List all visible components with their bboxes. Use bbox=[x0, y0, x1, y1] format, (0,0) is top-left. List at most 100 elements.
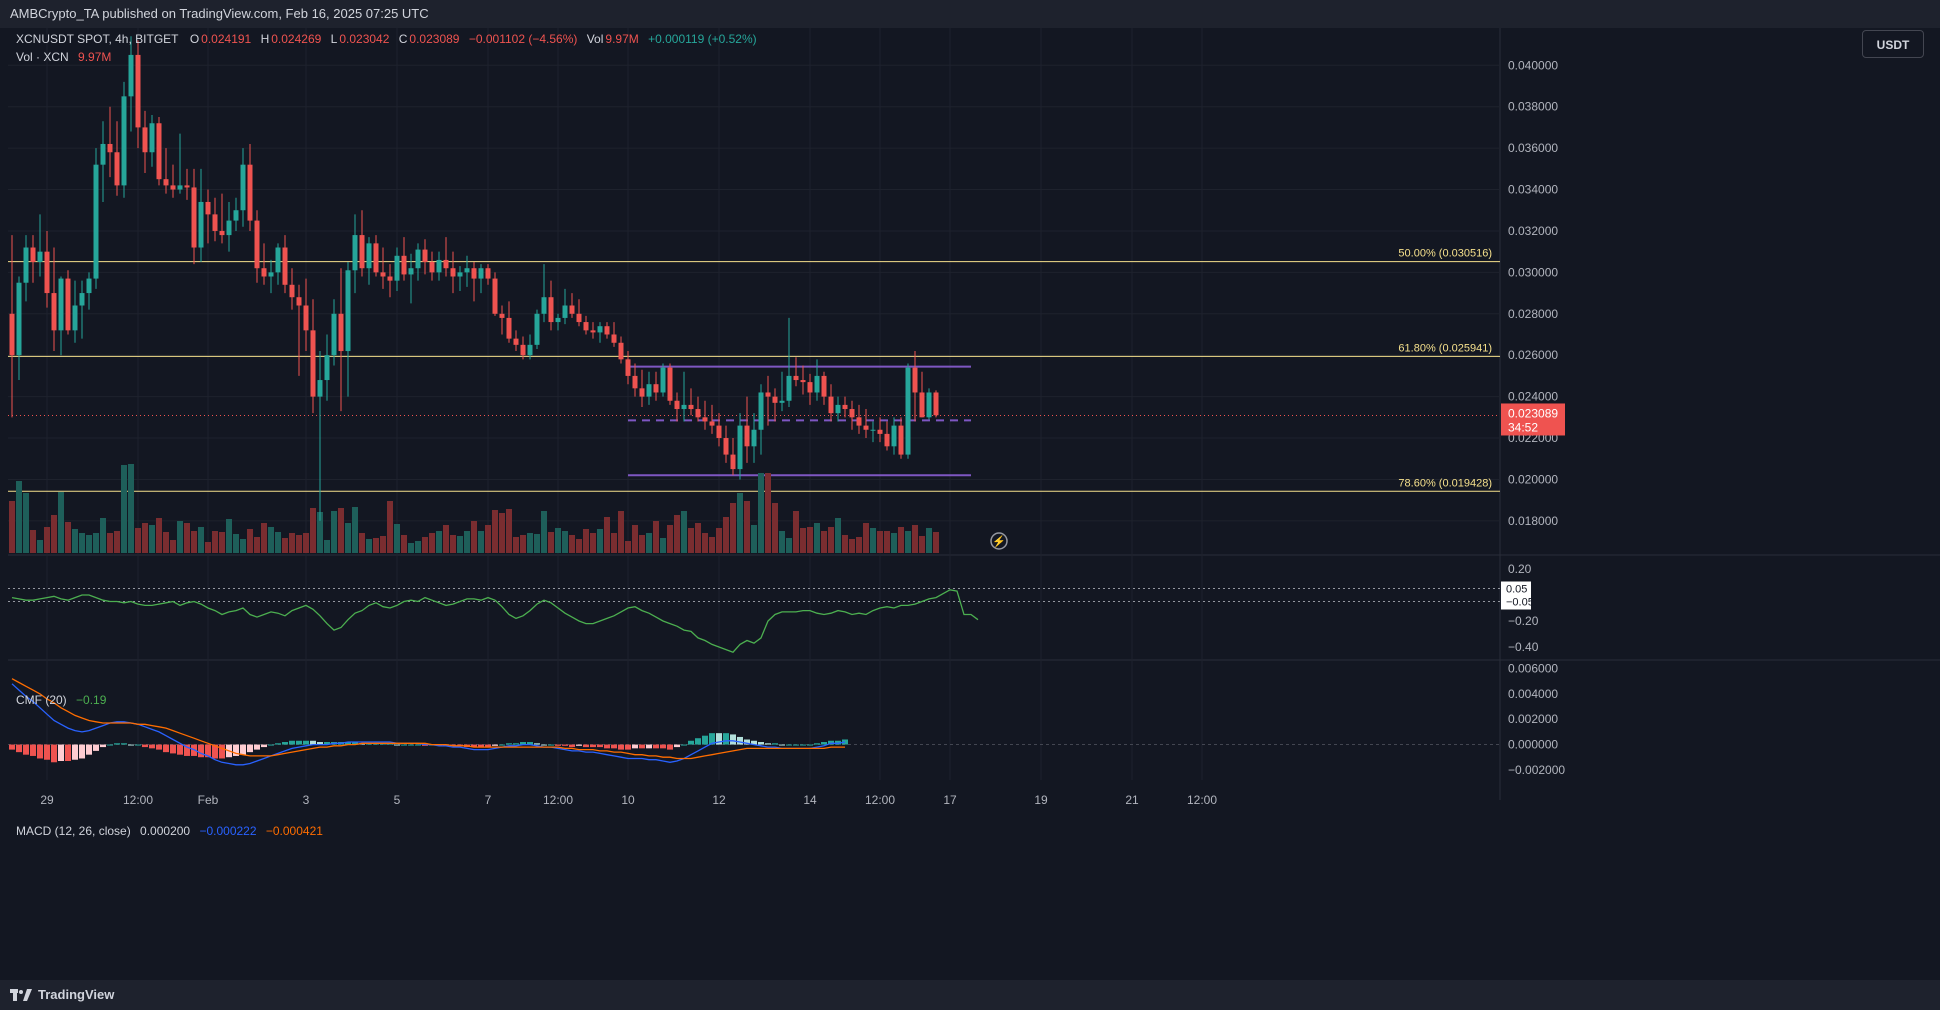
publish-text: AMBCrypto_TA published on TradingView.co… bbox=[10, 6, 429, 21]
range-box bbox=[628, 365, 971, 477]
macd-hist-bar bbox=[275, 743, 281, 745]
volume-bar bbox=[282, 538, 288, 553]
candle-body bbox=[170, 185, 176, 190]
macd-hist-bar bbox=[513, 743, 519, 745]
macd-hist-bar bbox=[590, 744, 596, 748]
macd-pane bbox=[8, 678, 1500, 766]
volume-bar bbox=[779, 531, 785, 553]
time-tick-label: 19 bbox=[1034, 793, 1048, 807]
macd-hist-bar bbox=[800, 744, 806, 746]
volume-bar bbox=[639, 535, 645, 553]
candles[interactable]: ⚡ bbox=[9, 36, 1008, 550]
time-tick-label: 12:00 bbox=[1187, 793, 1217, 807]
macd-hist-bar bbox=[625, 744, 631, 750]
volume-bar bbox=[170, 540, 176, 553]
candle-body bbox=[184, 185, 190, 188]
volume-bar bbox=[800, 528, 806, 553]
volume-bar bbox=[842, 535, 848, 553]
volume-bar bbox=[233, 534, 239, 553]
macd-tick-label: −0.002000 bbox=[1508, 763, 1565, 777]
macd-hist-bar bbox=[401, 744, 407, 746]
volume-bar bbox=[506, 509, 512, 553]
candle-body bbox=[128, 54, 134, 97]
time-axis[interactable]: 29 12:00 Feb 3 5 7 12:00 10 12 14 12:00 17 19 21 12:00 bbox=[40, 793, 1217, 807]
macd-hist-bar bbox=[786, 744, 792, 746]
volume-bar bbox=[604, 517, 610, 553]
volume-bar bbox=[737, 493, 743, 553]
candle-body bbox=[205, 201, 211, 215]
chart-canvas[interactable]: ⚡ 0.040000 0.038000 0.036000 0.034000 0.0320… bbox=[8, 28, 1940, 980]
volume-bar bbox=[317, 512, 323, 553]
candle-body bbox=[261, 268, 267, 277]
candle-body bbox=[282, 247, 288, 285]
volume-bar bbox=[65, 522, 71, 553]
tradingview-logo[interactable]: TradingView bbox=[10, 980, 114, 1010]
price-axis[interactable]: 0.040000 0.038000 0.036000 0.034000 0.032000… bbox=[1501, 58, 1565, 777]
macd-hist-bar bbox=[548, 744, 554, 746]
low-label: L bbox=[330, 32, 338, 46]
volume-bar bbox=[548, 532, 554, 553]
fib-label: 78.60% (0.019428) bbox=[1398, 477, 1492, 489]
candle-body bbox=[401, 255, 407, 275]
macd-hist-bar bbox=[86, 744, 92, 755]
macd-hist-bar bbox=[660, 744, 666, 749]
volume-bar bbox=[261, 523, 267, 553]
candle-body bbox=[58, 278, 64, 331]
macd-hist-bar bbox=[583, 744, 589, 748]
symbol-name[interactable]: XCNUSDT SPOT, 4h, BITGET bbox=[16, 32, 179, 46]
volume-bar bbox=[576, 539, 582, 553]
currency-button[interactable]: USDT bbox=[1862, 30, 1924, 58]
price-tick-label: 0.028000 bbox=[1508, 307, 1558, 321]
candle-body bbox=[793, 375, 799, 381]
candle-body bbox=[933, 392, 939, 416]
candle-body bbox=[310, 330, 316, 397]
macd-hist-bar bbox=[9, 744, 15, 750]
candle-body bbox=[534, 313, 540, 345]
cmf-legend: CMF (20) −0.19 bbox=[16, 693, 108, 707]
macd-hist-bar bbox=[751, 740, 757, 745]
macd-hist-bar bbox=[352, 742, 358, 745]
volume-bar bbox=[58, 492, 64, 553]
volume-bar bbox=[751, 525, 757, 553]
candle-body bbox=[156, 123, 162, 180]
macd-hist-bar bbox=[478, 744, 484, 748]
candle-body bbox=[44, 251, 50, 294]
cmf-level-label: −0.05 bbox=[1506, 597, 1534, 609]
price-tick-label: 0.026000 bbox=[1508, 348, 1558, 362]
candle-body bbox=[674, 400, 680, 410]
alert-icon: ⚡ bbox=[992, 535, 1006, 548]
volume-bar bbox=[765, 473, 771, 553]
chart-frame[interactable]: ⚡ 0.040000 0.038000 0.036000 0.034000 0.0320… bbox=[8, 28, 1940, 980]
candle-body bbox=[394, 255, 400, 281]
macd-hist-bar bbox=[814, 743, 820, 745]
macd-hist-bar bbox=[506, 743, 512, 745]
volume-bar bbox=[541, 511, 547, 553]
candle-body bbox=[9, 313, 15, 356]
price-tick-label: 0.030000 bbox=[1508, 265, 1558, 279]
volume-bar bbox=[905, 531, 911, 553]
macd-hist-bar bbox=[121, 743, 127, 745]
candle-body bbox=[219, 230, 225, 236]
volume-bar bbox=[373, 538, 379, 553]
time-tick-label: 17 bbox=[943, 793, 957, 807]
volume-bar bbox=[121, 465, 127, 553]
candle-body bbox=[303, 305, 309, 331]
volume-bar bbox=[394, 524, 400, 553]
volume-bar bbox=[366, 539, 372, 553]
candle-body bbox=[436, 259, 442, 273]
candle-body bbox=[478, 268, 484, 279]
candle-body bbox=[380, 272, 386, 277]
volume-bar bbox=[919, 536, 925, 553]
close-label: C bbox=[398, 32, 408, 46]
volume-bar bbox=[219, 532, 225, 553]
candle-body bbox=[177, 185, 183, 190]
candle-body bbox=[821, 375, 827, 397]
macd-hist-bar bbox=[37, 744, 43, 759]
candle-body bbox=[289, 284, 295, 298]
price-tick-label: 0.034000 bbox=[1508, 183, 1558, 197]
volume-bar bbox=[492, 510, 498, 553]
macd-hist-bar bbox=[261, 744, 267, 748]
candle-body bbox=[464, 268, 470, 273]
candle-body bbox=[562, 305, 568, 318]
volume-bar bbox=[401, 535, 407, 553]
